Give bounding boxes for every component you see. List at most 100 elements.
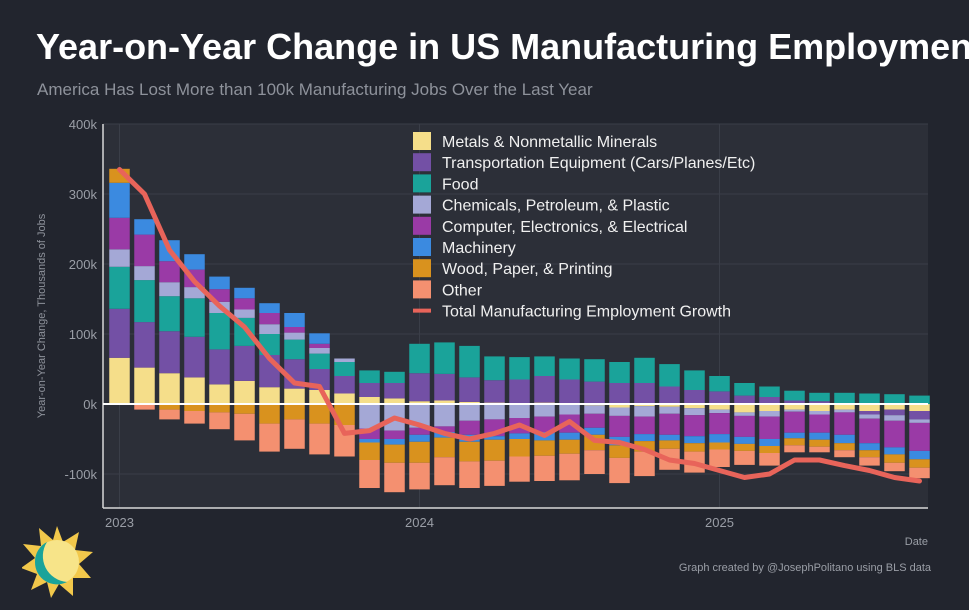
bar-segment <box>434 342 455 374</box>
bar-segment <box>559 453 580 481</box>
bar-segment <box>509 456 530 482</box>
bar-segment <box>234 380 255 404</box>
bar-segment <box>634 416 655 435</box>
legend-swatch <box>413 280 431 299</box>
bar-segment <box>834 392 855 404</box>
bar-segment <box>159 373 180 404</box>
bar-segment <box>909 450 930 460</box>
bar-segment <box>859 457 880 466</box>
bar-segment <box>409 373 430 402</box>
bar-segment <box>134 234 155 267</box>
bar-segment <box>709 434 730 443</box>
author-logo-icon <box>22 526 93 598</box>
bar-segment <box>509 404 530 418</box>
bar-segment <box>884 420 905 448</box>
bar-segment <box>609 404 630 408</box>
bar-segment <box>584 381 605 404</box>
bar-segment <box>759 411 780 417</box>
bar-segment <box>109 357 130 404</box>
bar-segment <box>784 404 805 410</box>
bar-segment <box>759 453 780 466</box>
legend-swatch <box>413 153 431 172</box>
bar-segment <box>534 455 555 481</box>
bar-segment <box>859 411 880 415</box>
bar-segment <box>159 261 180 283</box>
legend-label: Chemicals, Petroleum, & Plastic <box>442 198 670 215</box>
bar-segment <box>134 280 155 323</box>
bar-segment <box>134 266 155 281</box>
bar-segment <box>584 450 605 474</box>
legend-label: Metals & Nonmetallic Minerals <box>442 134 657 151</box>
bar-segment <box>459 420 480 435</box>
bar-segment <box>309 404 330 424</box>
bar-segment <box>884 404 905 410</box>
bar-segment <box>784 445 805 453</box>
bar-segment <box>159 296 180 332</box>
bar-segment <box>534 404 555 417</box>
bar-segment <box>809 401 830 404</box>
bar-segment <box>584 405 605 414</box>
bar-segment <box>834 404 855 410</box>
bar-segment <box>459 461 480 488</box>
bar-segment <box>209 404 230 413</box>
y-tick-label: -100k <box>64 467 97 482</box>
bar-segment <box>859 450 880 458</box>
bar-segment <box>534 356 555 376</box>
bar-segment <box>134 219 155 235</box>
bar-segment <box>209 276 230 290</box>
bar-segment <box>634 404 655 407</box>
bar-segment <box>484 460 505 486</box>
bar-segment <box>834 434 855 444</box>
bar-segment <box>709 404 730 410</box>
y-tick-label: 400k <box>69 117 98 132</box>
bar-segment <box>734 412 755 416</box>
bar-segment <box>509 433 530 439</box>
bar-segment <box>359 439 380 443</box>
bar-segment <box>709 409 730 414</box>
bar-segment <box>709 391 730 404</box>
legend-swatch <box>413 174 431 193</box>
bar-segment <box>859 418 880 444</box>
bar-segment <box>859 443 880 451</box>
bar-segment <box>184 254 205 270</box>
bar-segment <box>309 423 330 455</box>
bar-segment <box>159 404 180 410</box>
bar-segment <box>459 401 480 404</box>
bar-segment <box>484 356 505 381</box>
bar-segment <box>334 393 355 404</box>
bar-segment <box>559 439 580 454</box>
bar-segment <box>234 345 255 381</box>
bar-segment <box>659 406 680 414</box>
bar-segment <box>909 395 930 404</box>
bar-segment <box>409 343 430 374</box>
bar-segment <box>384 371 405 383</box>
bar-segment <box>659 364 680 387</box>
bar-segment <box>284 332 305 340</box>
bar-segment <box>734 450 755 465</box>
bar-segment <box>609 457 630 484</box>
x-axis-title: Date <box>905 536 928 548</box>
bar-segment <box>134 322 155 368</box>
bar-segment <box>884 415 905 421</box>
legend-label: Computer, Electronics, & Electrical <box>442 219 687 236</box>
bar-segment <box>709 376 730 392</box>
bar-segment <box>684 370 705 390</box>
bar-segment <box>409 427 430 435</box>
bar-segment <box>784 390 805 401</box>
bar-segment <box>234 413 255 441</box>
bar-segment <box>909 422 930 451</box>
bar-segment <box>384 444 405 463</box>
bar-segment <box>734 383 755 396</box>
bar-segment <box>609 445 630 458</box>
bar-segment <box>684 390 705 404</box>
bar-segment <box>884 454 905 463</box>
y-tick-label: 300k <box>69 187 98 202</box>
bar-segment <box>759 404 780 411</box>
bar-segment <box>109 308 130 358</box>
bar-segment <box>184 336 205 378</box>
bar-segment <box>459 441 480 462</box>
bar-segment <box>584 359 605 382</box>
bar-segment <box>909 404 930 411</box>
bar-segment <box>184 287 205 299</box>
bar-segment <box>109 217 130 250</box>
